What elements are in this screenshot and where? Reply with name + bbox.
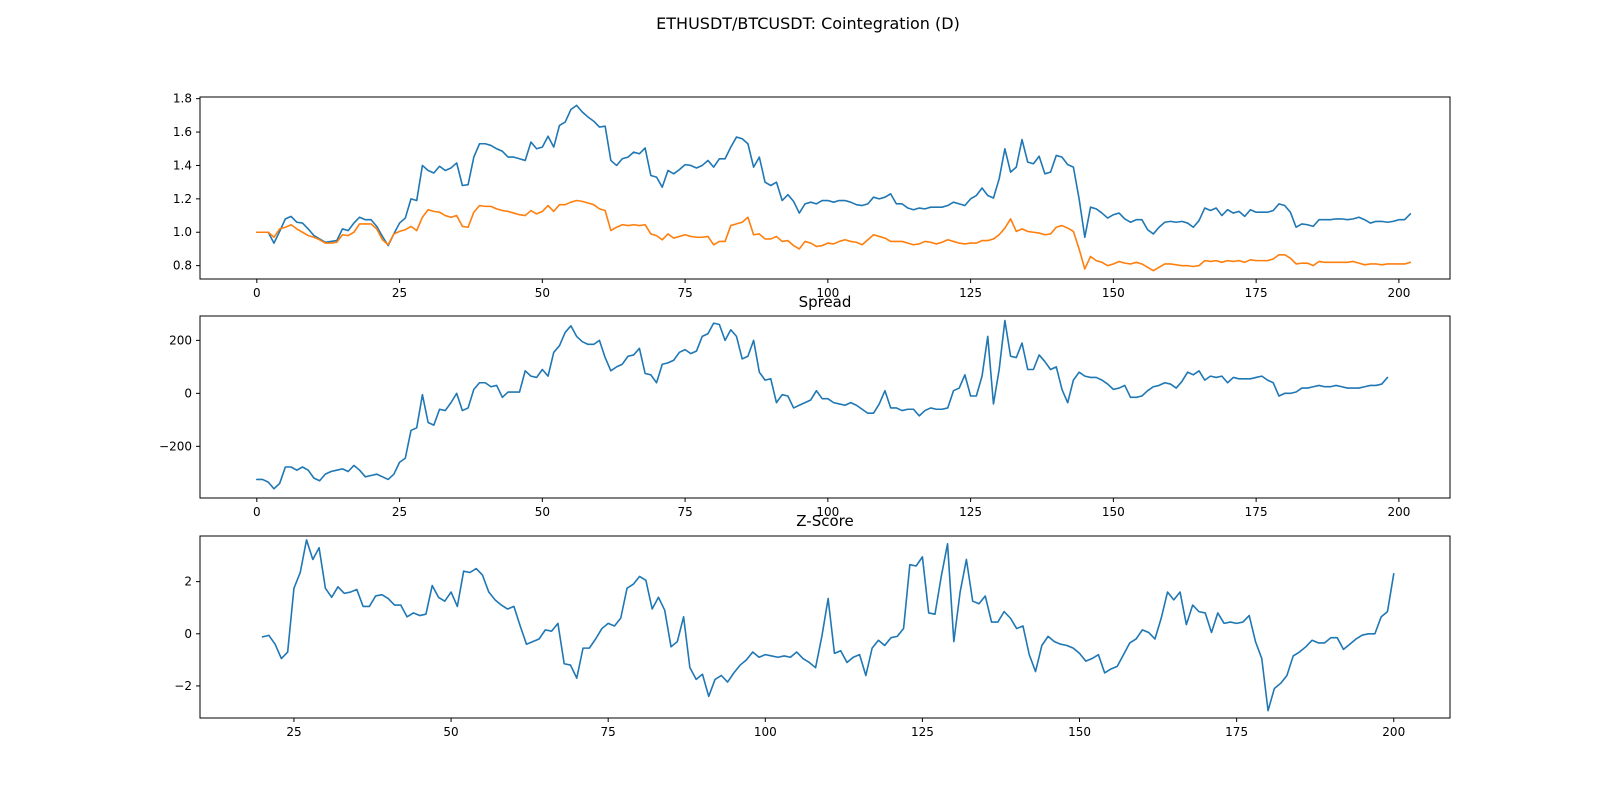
price-panel-y-tick-label: 1.2 [173, 192, 192, 206]
zscore-panel-x-tick-label: 200 [1382, 725, 1405, 739]
price-panel-y-tick-label: 1.6 [173, 125, 192, 139]
figure-title: ETHUSDT/BTCUSDT: Cointegration (D) [656, 14, 960, 33]
zscore-panel-x-tick-label: 75 [601, 725, 616, 739]
spread-panel-x-tick-label: 0 [253, 505, 261, 519]
price-panel-series-line-1 [256, 104, 1412, 247]
price-panel-x-tick-label: 125 [959, 286, 982, 300]
zscore-panel-x-tick-label: 175 [1225, 725, 1248, 739]
zscore-panel-axes-frame [199, 535, 1451, 719]
spread-panel-x-tick-label: 25 [392, 505, 407, 519]
price-panel-x-tick-label: 75 [677, 286, 692, 300]
spread-panel-y-tick-label: −200 [159, 439, 192, 453]
price-panel-x-tick-label: 200 [1387, 286, 1410, 300]
spread-panel-x-tick-label: 100 [816, 505, 839, 519]
zscore-panel-y-tick-label: −2 [174, 679, 192, 693]
price-panel-y-tick-label: 0.8 [173, 259, 192, 273]
spread-panel-x-tick-label: 175 [1245, 505, 1268, 519]
spread-panel-axes-frame [199, 315, 1451, 499]
zscore-panel-x-tick-label: 100 [754, 725, 777, 739]
zscore-panel-x-tick-label: 50 [443, 725, 458, 739]
spread-panel-x-tick-label: 50 [535, 505, 550, 519]
price-panel-y-tick-label: 1.0 [173, 225, 192, 239]
chart-panels: 0 25 50 75 100 125 150 175 2000.81.01.21.41.61.8… [159, 92, 1451, 739]
price-panel-x-tick-label: 175 [1245, 286, 1268, 300]
zscore-panel-x-tick-label: 150 [1068, 725, 1091, 739]
price-panel-x-tick-label: 25 [392, 286, 407, 300]
price-panel-x-tick-label: 100 [816, 286, 839, 300]
price-panel-x-tick-label: 150 [1102, 286, 1125, 300]
spread-panel-x-tick-label: 125 [959, 505, 982, 519]
zscore-panel-x-tick-label: 125 [911, 725, 934, 739]
price-panel-y-tick-label: 1.8 [173, 92, 192, 106]
zscore-panel-y-tick-label: 2 [184, 575, 192, 589]
zscore-panel: 25 50 75 100 125 150 175 200 −2 0 2 Z-Score [174, 512, 1451, 739]
spread-panel: 0 25 50 75 100 125 150 175 200 −200 0 200 Spread [159, 293, 1451, 519]
zscore-panel-title: Z-Score [796, 512, 853, 530]
zscore-panel-y-tick-label: 0 [184, 627, 192, 641]
spread-panel-y-tick-label: 200 [169, 333, 192, 347]
spread-panel-x-tick-label: 75 [677, 505, 692, 519]
price-panel-series-line-2 [256, 199, 1412, 272]
price-panel-x-tick-label: 50 [535, 286, 550, 300]
price-panel-y-tick-label: 1.4 [173, 158, 192, 172]
spread-panel-series-line-1 [256, 319, 1389, 490]
price-panel-x-tick-label: 0 [253, 286, 261, 300]
spread-panel-y-tick-label: 0 [184, 386, 192, 400]
spread-panel-x-tick-label: 200 [1387, 505, 1410, 519]
price-panel: 0 25 50 75 100 125 150 175 200 0.8 1.0 1.2 1.4 1.6 1.8 [173, 92, 1451, 300]
price-panel-axes-frame [199, 96, 1451, 280]
spread-panel-x-tick-label: 150 [1102, 505, 1125, 519]
zscore-panel-x-tick-label: 25 [286, 725, 301, 739]
spread-panel-title: Spread [799, 293, 852, 311]
zscore-panel-series-line-1 [261, 539, 1395, 712]
